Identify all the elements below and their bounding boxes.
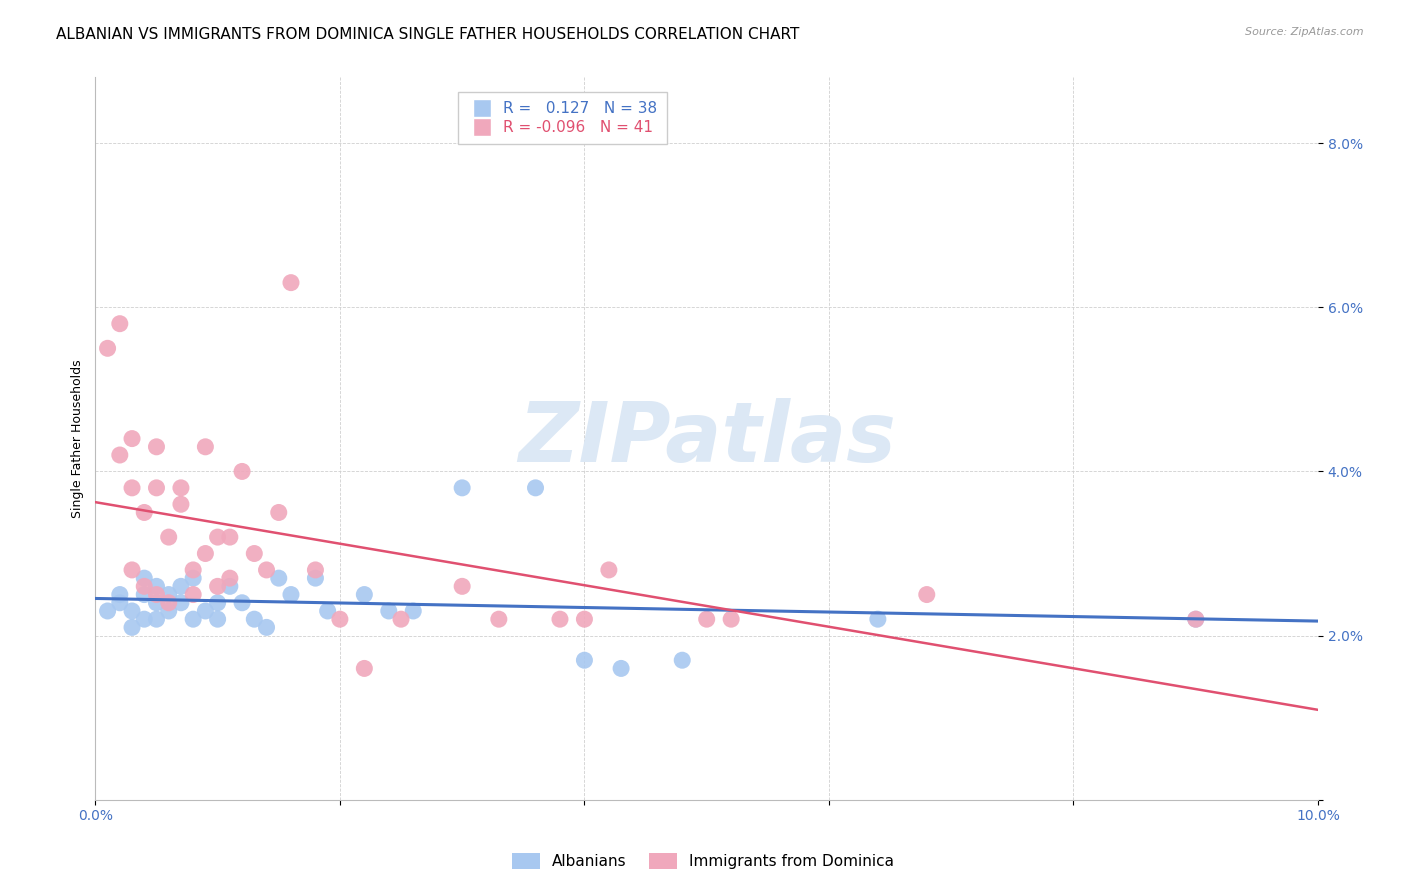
Point: [157, 588, 180, 602]
Point: [157, 596, 180, 610]
Point: [243, 547, 266, 561]
Point: [256, 620, 278, 634]
Point: [121, 481, 143, 495]
Point: [218, 571, 240, 585]
Point: [194, 604, 217, 618]
Point: [267, 571, 290, 585]
Point: [207, 579, 229, 593]
Point: [280, 588, 302, 602]
Point: [145, 596, 167, 610]
Point: [207, 612, 229, 626]
Point: [145, 440, 167, 454]
Point: [145, 481, 167, 495]
Point: [157, 530, 180, 544]
Point: [329, 612, 352, 626]
Point: [598, 563, 620, 577]
Point: [108, 588, 131, 602]
Point: [157, 604, 180, 618]
Point: [181, 588, 204, 602]
Point: [378, 604, 401, 618]
Point: [134, 579, 156, 593]
Point: [231, 465, 253, 479]
Point: [97, 341, 120, 355]
Point: [402, 604, 425, 618]
Point: [194, 547, 217, 561]
Point: [488, 612, 510, 626]
Point: [134, 612, 156, 626]
Point: [134, 588, 156, 602]
Point: [108, 317, 131, 331]
Point: [121, 604, 143, 618]
Point: [304, 563, 326, 577]
Point: [316, 604, 339, 618]
Y-axis label: Single Father Households: Single Father Households: [72, 359, 84, 518]
Point: [218, 579, 240, 593]
Point: [181, 563, 204, 577]
Text: Source: ZipAtlas.com: Source: ZipAtlas.com: [1246, 27, 1364, 37]
Point: [256, 563, 278, 577]
Point: [170, 481, 193, 495]
Point: [218, 530, 240, 544]
Point: [451, 481, 474, 495]
Point: [451, 579, 474, 593]
Point: [97, 604, 120, 618]
Point: [194, 440, 217, 454]
Point: [121, 432, 143, 446]
Point: [108, 448, 131, 462]
Point: [353, 588, 375, 602]
Point: [108, 596, 131, 610]
Point: [170, 579, 193, 593]
Point: [243, 612, 266, 626]
Point: [134, 506, 156, 520]
Point: [267, 506, 290, 520]
Point: [170, 497, 193, 511]
Point: [574, 653, 596, 667]
Point: [720, 612, 742, 626]
Point: [181, 571, 204, 585]
Point: [145, 588, 167, 602]
Point: [170, 596, 193, 610]
Point: [524, 481, 547, 495]
Point: [231, 596, 253, 610]
Point: [1184, 612, 1206, 626]
Point: [915, 588, 938, 602]
Point: [134, 571, 156, 585]
Text: ALBANIAN VS IMMIGRANTS FROM DOMINICA SINGLE FATHER HOUSEHOLDS CORRELATION CHART: ALBANIAN VS IMMIGRANTS FROM DOMINICA SIN…: [56, 27, 800, 42]
Point: [207, 596, 229, 610]
Point: [121, 620, 143, 634]
Text: ZIPatlas: ZIPatlas: [517, 398, 896, 479]
Legend: Albanians, Immigrants from Dominica: Albanians, Immigrants from Dominica: [506, 847, 900, 875]
Point: [696, 612, 718, 626]
Legend: R =   0.127   N = 38, R = -0.096   N = 41: R = 0.127 N = 38, R = -0.096 N = 41: [457, 92, 666, 145]
Point: [389, 612, 412, 626]
Point: [574, 612, 596, 626]
Point: [353, 661, 375, 675]
Point: [207, 530, 229, 544]
Point: [610, 661, 633, 675]
Point: [145, 579, 167, 593]
Point: [548, 612, 571, 626]
Point: [145, 612, 167, 626]
Point: [181, 612, 204, 626]
Point: [304, 571, 326, 585]
Point: [121, 563, 143, 577]
Point: [280, 276, 302, 290]
Point: [866, 612, 889, 626]
Point: [671, 653, 693, 667]
Point: [1184, 612, 1206, 626]
